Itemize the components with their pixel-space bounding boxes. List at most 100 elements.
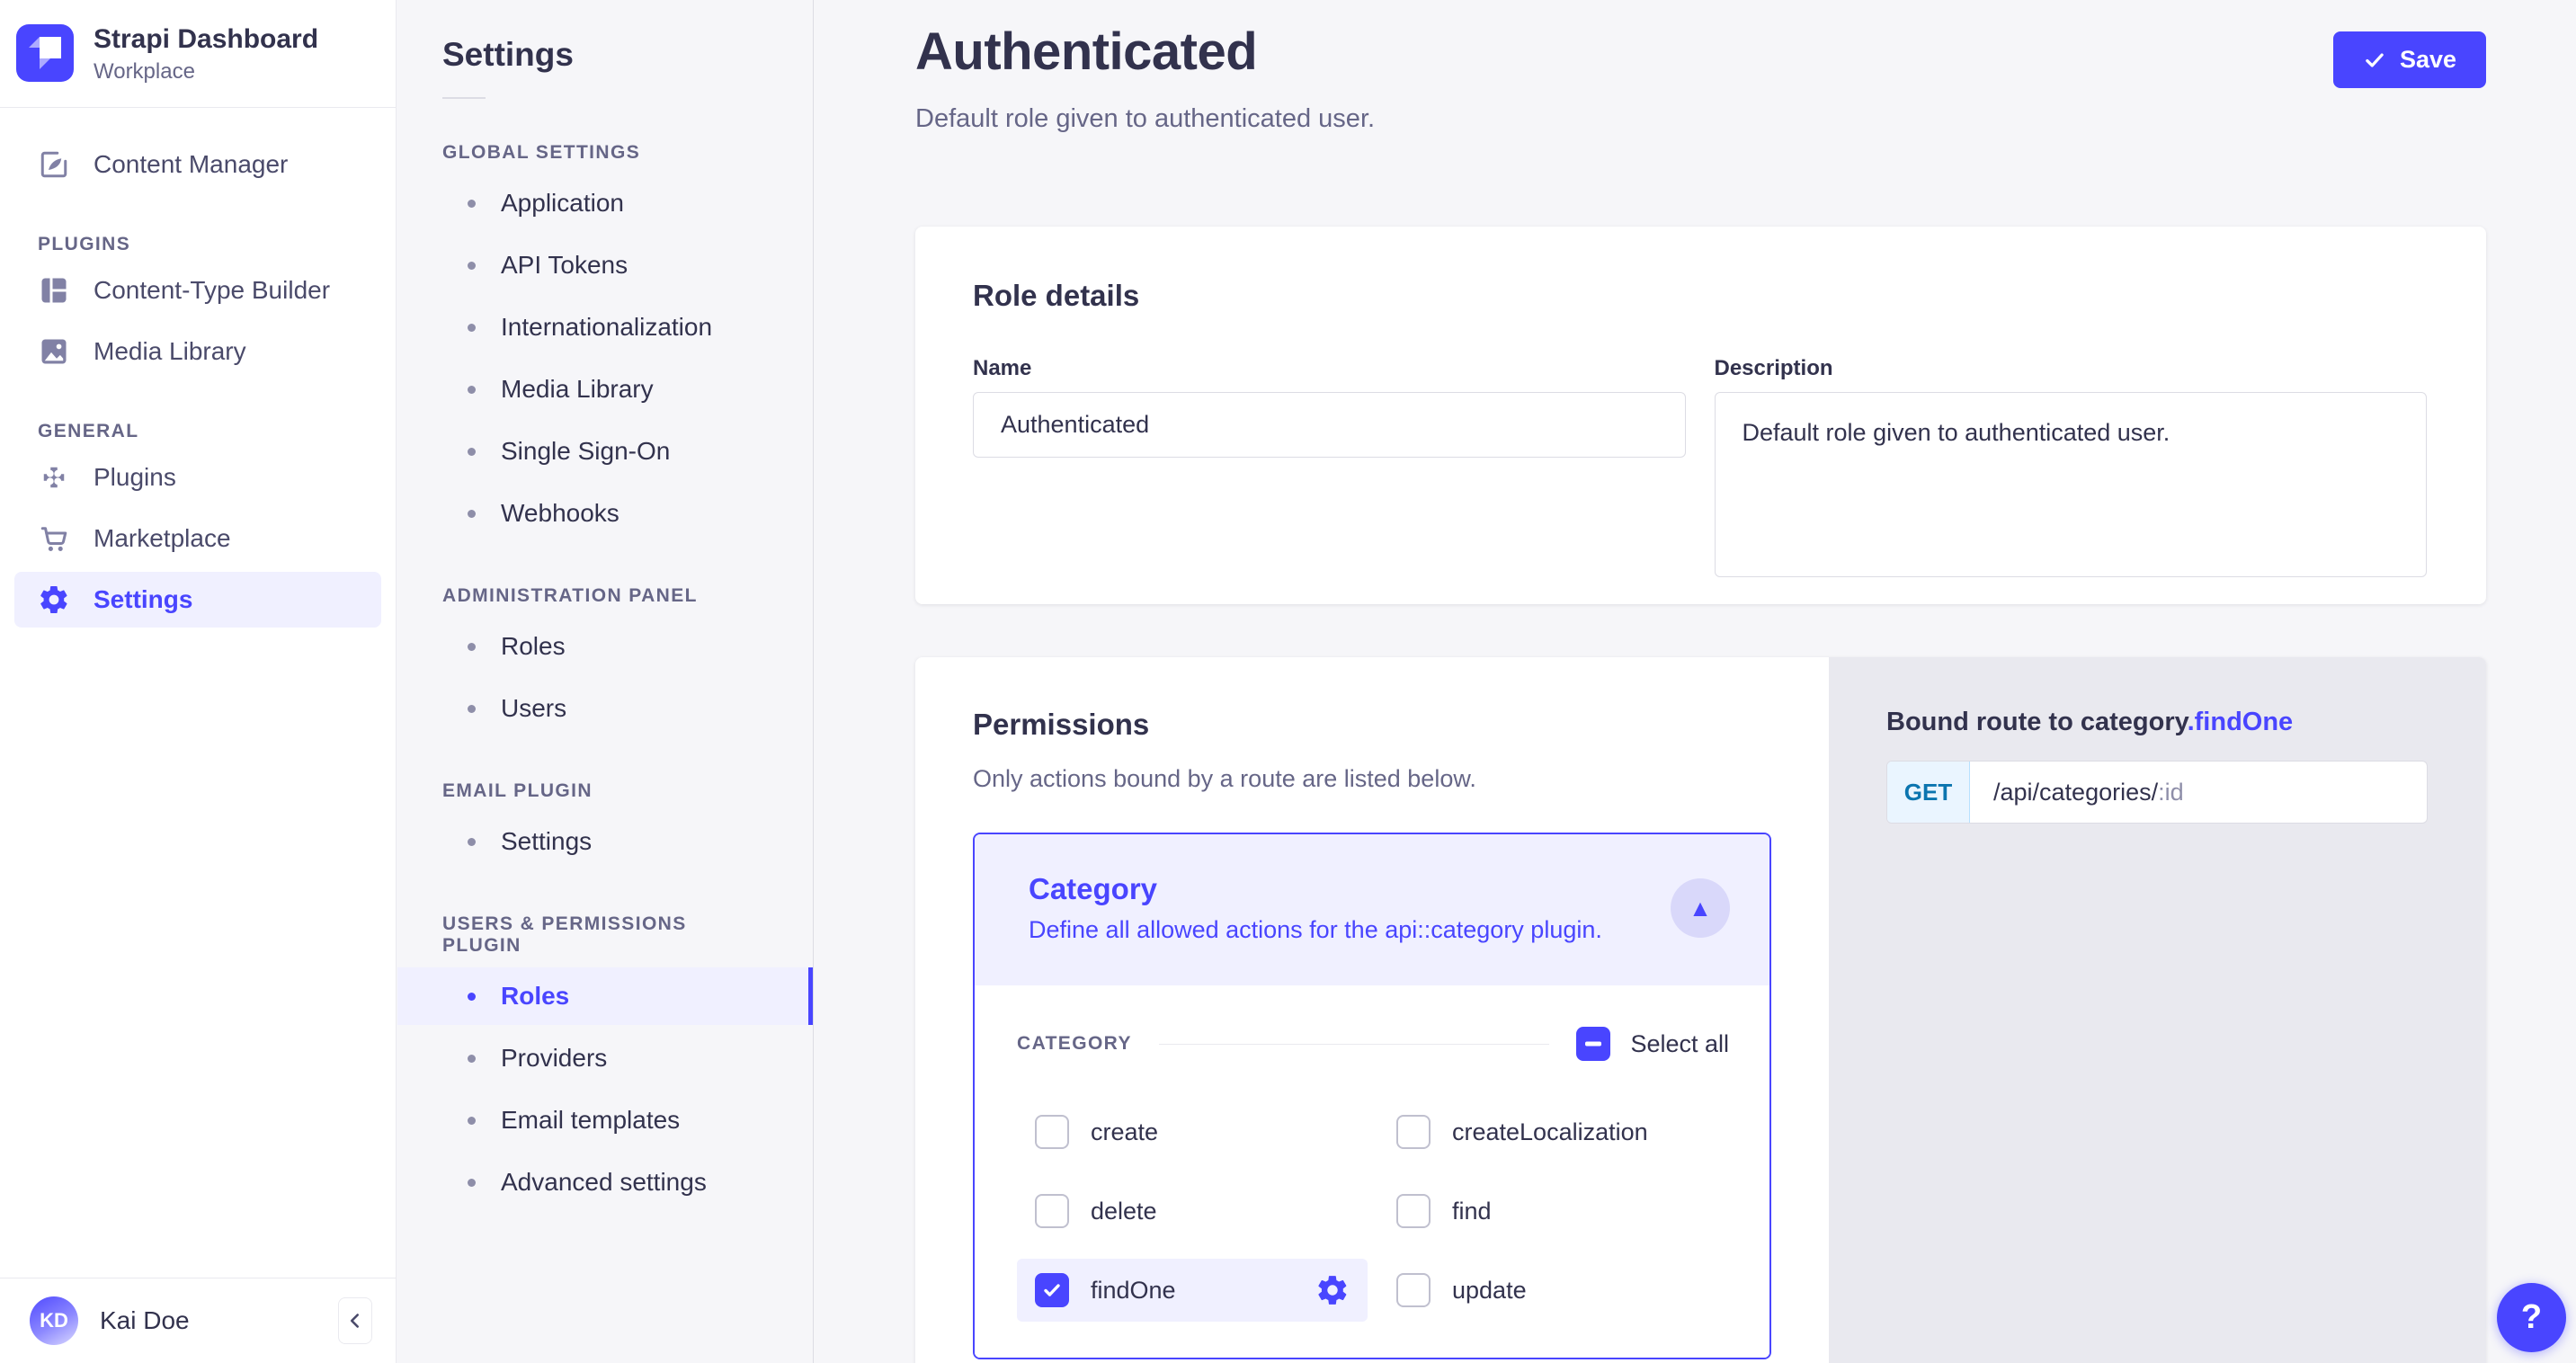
description-textarea[interactable]: Default role given to authenticated user… — [1714, 392, 2427, 577]
sidebar-item-settings[interactable]: Settings — [14, 571, 381, 628]
role-details-card: Role details Name Description Default ro… — [915, 227, 2486, 604]
grid-icon — [38, 274, 70, 307]
sidebar-item-content-manager[interactable]: Content Manager — [14, 137, 381, 192]
permission-create[interactable]: create — [1017, 1100, 1368, 1163]
gear-icon — [38, 584, 70, 616]
page-title: Authenticated — [915, 22, 1258, 81]
sidebar-nav: Content Manager PLUGINS Content-Type Bui… — [0, 108, 396, 1278]
settings-nav-item-single-sign-on[interactable]: Single Sign-On — [397, 423, 813, 480]
bullet-icon — [468, 992, 476, 1001]
select-all-label: Select all — [1630, 1029, 1729, 1057]
bullet-icon — [468, 642, 476, 651]
permission-update[interactable]: update — [1378, 1259, 1729, 1322]
permission-createlocalization[interactable]: createLocalization — [1378, 1100, 1729, 1163]
bullet-icon — [468, 509, 476, 518]
http-method-badge: GET — [1887, 762, 1970, 823]
permission-label: findOne — [1091, 1276, 1176, 1304]
select-all-control[interactable]: Select all — [1576, 1027, 1729, 1061]
settings-nav-item-email-settings[interactable]: Settings — [397, 813, 813, 870]
bullet-icon — [468, 447, 476, 456]
app-title: Strapi Dashboard — [94, 24, 319, 54]
main-sidebar: Strapi Dashboard Workplace Content Manag… — [0, 0, 397, 1363]
user-name: Kai Doe — [100, 1306, 190, 1334]
update-checkbox[interactable] — [1396, 1273, 1431, 1307]
settings-section-admin-panel: ADMINISTRATION PANEL — [442, 585, 698, 606]
image-icon — [38, 335, 70, 368]
settings-nav-item-admin-users[interactable]: Users — [397, 680, 813, 737]
sidebar-item-label: Content Manager — [94, 149, 289, 178]
category-group-row: CATEGORY Select all — [1017, 1027, 1729, 1061]
permission-label: find — [1452, 1197, 1492, 1225]
settings-nav-item-up-email-templates[interactable]: Email templates — [397, 1091, 813, 1149]
strapi-logo-icon — [16, 24, 74, 83]
bound-route-panel: Bound route to category.findOne GET /api… — [1829, 657, 2486, 1363]
settings-nav-item-up-roles[interactable]: Roles — [397, 967, 813, 1025]
settings-nav-item-internationalization[interactable]: Internationalization — [397, 298, 813, 356]
settings-nav-item-admin-roles[interactable]: Roles — [397, 618, 813, 675]
settings-nav-item-application[interactable]: Application — [397, 174, 813, 232]
settings-nav-item-up-providers[interactable]: Providers — [397, 1029, 813, 1087]
sidebar-item-marketplace[interactable]: Marketplace — [14, 511, 381, 566]
user-avatar[interactable]: KD — [30, 1296, 78, 1345]
collapse-accordion-button[interactable]: ▲ — [1671, 878, 1730, 938]
bound-route-title-prefix: Bound route to category — [1886, 708, 2188, 736]
group-divider-line — [1158, 1043, 1550, 1045]
bullet-icon — [468, 261, 476, 270]
page-subtitle: Default role given to authenticated user… — [915, 104, 1376, 133]
help-button[interactable]: ? — [2497, 1283, 2566, 1352]
permission-find[interactable]: find — [1378, 1180, 1729, 1243]
permissions-subtitle: Only actions bound by a route are listed… — [973, 765, 1476, 792]
permissions-grid: create createLocalization delete fi — [1017, 1100, 1729, 1322]
settings-section-email-plugin: EMAIL PLUGIN — [442, 780, 593, 801]
workspace-name: Workplace — [94, 58, 195, 84]
bound-route-action: .findOne — [2187, 708, 2294, 736]
gear-icon — [1315, 1273, 1350, 1307]
bullet-icon — [468, 704, 476, 713]
settings-nav-item-webhooks[interactable]: Webhooks — [397, 485, 813, 542]
collapse-sidebar-button[interactable] — [338, 1297, 372, 1344]
delete-checkbox[interactable] — [1035, 1194, 1069, 1228]
user-row: KD Kai Doe — [0, 1278, 396, 1363]
permission-delete[interactable]: delete — [1017, 1180, 1368, 1243]
find-checkbox[interactable] — [1396, 1194, 1431, 1228]
description-field-group: Description Default role given to authen… — [1714, 356, 2427, 582]
create-checkbox[interactable] — [1035, 1115, 1069, 1149]
permission-findone[interactable]: findOne — [1017, 1259, 1368, 1322]
category-group-label: CATEGORY — [1017, 1033, 1132, 1054]
sidebar-item-media-library[interactable]: Media Library — [14, 324, 381, 379]
permission-label: update — [1452, 1276, 1527, 1304]
settings-nav-item-up-advanced-settings[interactable]: Advanced settings — [397, 1154, 813, 1211]
permission-label: create — [1091, 1118, 1159, 1145]
settings-nav-item-media-library[interactable]: Media Library — [397, 361, 813, 418]
description-label: Description — [1714, 356, 1833, 380]
bullet-icon — [468, 1054, 476, 1063]
permission-label: delete — [1091, 1197, 1157, 1225]
sidebar-item-plugins[interactable]: Plugins — [14, 450, 381, 505]
sidebar-item-content-type-builder[interactable]: Content-Type Builder — [14, 263, 381, 318]
sidebar-item-label: Settings — [94, 584, 193, 613]
category-accordion-header[interactable]: Category Define all allowed actions for … — [975, 834, 1769, 985]
bullet-icon — [468, 323, 476, 332]
check-icon — [2363, 49, 2386, 72]
name-input[interactable] — [973, 392, 1686, 458]
permissions-card: Permissions Only actions bound by a rout… — [915, 657, 2486, 1363]
createlocalization-checkbox[interactable] — [1396, 1115, 1431, 1149]
select-all-checkbox[interactable] — [1576, 1027, 1611, 1061]
permissions-title: Permissions — [973, 708, 1150, 741]
brand-text: Strapi Dashboard Workplace — [94, 22, 318, 85]
findone-checkbox[interactable] — [1035, 1273, 1069, 1307]
route-path: /api/categories/:id — [1970, 762, 2184, 823]
settings-nav-item-api-tokens[interactable]: API Tokens — [397, 236, 813, 294]
workspace-switcher[interactable]: Strapi Dashboard Workplace — [0, 0, 396, 107]
brand-divider — [0, 106, 396, 108]
cart-icon — [38, 522, 70, 555]
bound-route-title: Bound route to category.findOne — [1886, 708, 2486, 737]
route-field[interactable]: GET /api/categories/:id — [1886, 761, 2428, 824]
save-button[interactable]: Save — [2332, 31, 2486, 88]
puzzle-icon — [38, 461, 70, 494]
sidebar-section-plugins: PLUGINS — [38, 233, 131, 254]
question-mark-icon: ? — [2520, 1298, 2543, 1336]
findone-settings-button[interactable] — [1315, 1273, 1350, 1307]
settings-title-divider — [442, 97, 486, 99]
bullet-icon — [468, 199, 476, 208]
